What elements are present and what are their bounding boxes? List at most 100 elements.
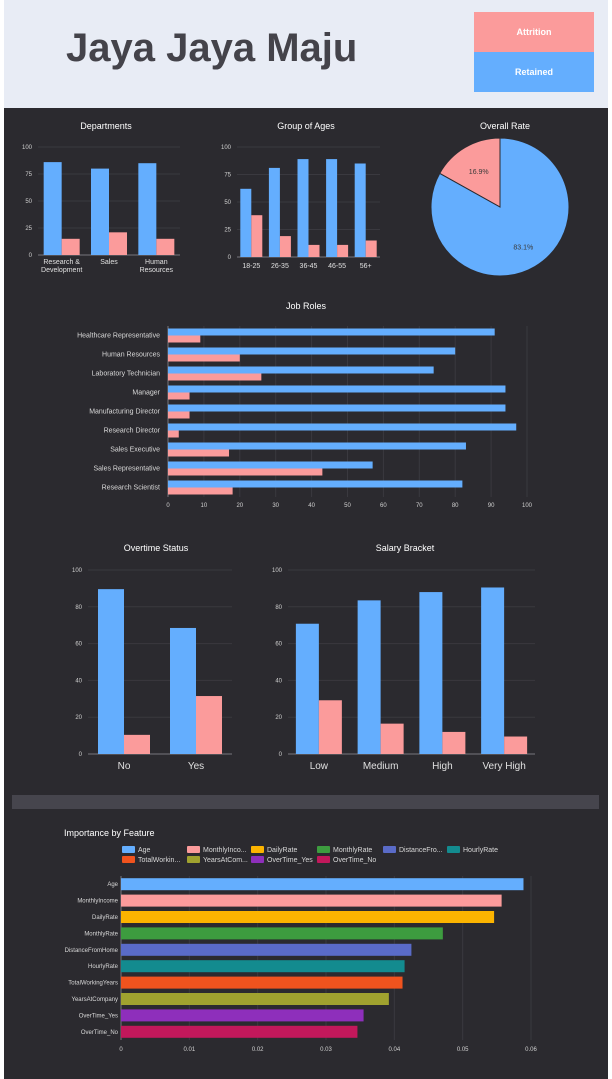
x-tick-label: High [432,761,453,772]
y-tick-label: 60 [75,642,82,648]
x-tick-label: 10 [201,503,208,509]
y-tick-label: Human Resources [102,352,160,359]
y-tick-label: MonthlyRate [84,931,118,937]
bar-retained [168,404,506,412]
y-tick-label: Healthcare Representative [77,333,160,340]
legend-swatch [447,846,460,853]
bar-attrition [168,430,179,438]
bar-feature [121,894,502,907]
y-tick-label: 60 [275,642,282,648]
bar-feature [121,976,403,989]
y-tick-label: Age [107,882,118,888]
bar-attrition [504,736,528,754]
legend-label: MonthlyRate [333,847,372,854]
y-tick-label: 50 [224,200,231,206]
y-tick-label: DistanceFromHome [65,948,119,954]
bar-attrition [380,723,404,754]
bar-attrition [168,449,230,457]
y-tick-label: 0 [29,253,33,259]
legend-swatch [317,856,330,863]
bar-attrition [337,244,349,257]
y-tick-label: HourlyRate [88,964,119,970]
bar-attrition [365,240,377,257]
y-tick-label: Manager [132,390,160,397]
bar-feature [121,878,524,891]
legend-label: TotalWorkin... [138,857,180,864]
x-tick-label: Research & [43,259,80,266]
bar-retained [297,159,309,257]
y-tick-label: 40 [275,678,282,684]
y-tick-label: Research Director [104,428,161,435]
y-tick-label: TotalWorkingYears [68,981,118,987]
bar-attrition [168,411,190,419]
y-tick-label: 0 [228,255,232,261]
x-tick-label: 0 [119,1047,123,1053]
bar-retained [326,159,338,257]
bar-retained [295,623,319,754]
y-tick-label: Laboratory Technician [92,371,160,378]
bar-retained [357,600,381,754]
bar-retained [168,385,506,393]
x-tick-label: 26-35 [271,263,289,270]
bar-feature [121,960,405,973]
x-tick-label: Low [310,761,329,772]
legend-swatch [317,846,330,853]
y-tick-label: OverTime_No [81,1030,119,1036]
y-tick-label: 75 [25,172,32,178]
chart-title: Overtime Status [124,543,189,553]
pie-data-label: 16.9% [469,169,489,176]
y-tick-label: 20 [75,715,82,721]
x-tick-label: Human [145,259,168,266]
y-tick-label: 0 [79,752,83,758]
y-tick-label: 75 [224,173,231,179]
x-tick-label: 0.04 [388,1047,400,1053]
bar-attrition [168,354,240,362]
y-tick-label: Research Scientist [102,485,160,492]
bar-attrition [442,731,466,754]
bar-attrition [196,696,222,754]
y-tick-label: 25 [224,228,231,234]
x-tick-label: Medium [363,761,399,772]
x-tick-label: 30 [272,503,279,509]
bar-attrition [168,373,262,381]
y-tick-label: 80 [275,605,282,611]
x-tick-label: Yes [188,761,204,772]
legend-label: MonthlyInco... [203,847,247,854]
y-tick-label: Sales Representative [93,466,160,473]
legend-label: Age [138,847,151,854]
legend-swatch [187,846,200,853]
y-tick-label: 80 [75,605,82,611]
y-tick-label: 100 [72,568,83,574]
x-tick-label: 0.06 [525,1047,537,1053]
y-tick-label: YearsAtCompany [72,997,118,1003]
y-tick-label: MonthlyIncome [77,899,118,905]
x-tick-label: 50 [344,503,351,509]
x-tick-label: 100 [522,503,533,509]
legend-swatch [383,846,396,853]
y-tick-label: 25 [25,226,32,232]
x-tick-label: 80 [452,503,459,509]
x-tick-label: Very High [482,761,525,772]
x-tick-label: 46-55 [328,263,346,270]
chart-title: Job Roles [286,301,327,311]
bar-retained [138,163,157,255]
x-tick-label: 56+ [360,263,372,270]
bar-retained [168,366,434,374]
bar-retained [168,328,495,336]
bar-feature [121,1009,364,1022]
bar-retained [481,587,505,754]
x-tick-label: Resources [140,267,174,274]
x-tick-label: 0 [166,503,170,509]
chart-title: Salary Bracket [376,543,435,553]
y-tick-label: 100 [22,145,33,151]
legend-retained: Retained [474,52,594,92]
pie-slice-retained [430,137,570,277]
bar-attrition [109,232,127,255]
chart-title: Importance by Feature [64,828,155,838]
bar-attrition [168,487,233,495]
bar-feature [121,911,495,923]
legend-swatch [187,856,200,863]
x-tick-label: 0.03 [320,1047,332,1053]
pie-data-label: 83.1% [513,245,533,252]
y-tick-label: 100 [221,145,232,151]
